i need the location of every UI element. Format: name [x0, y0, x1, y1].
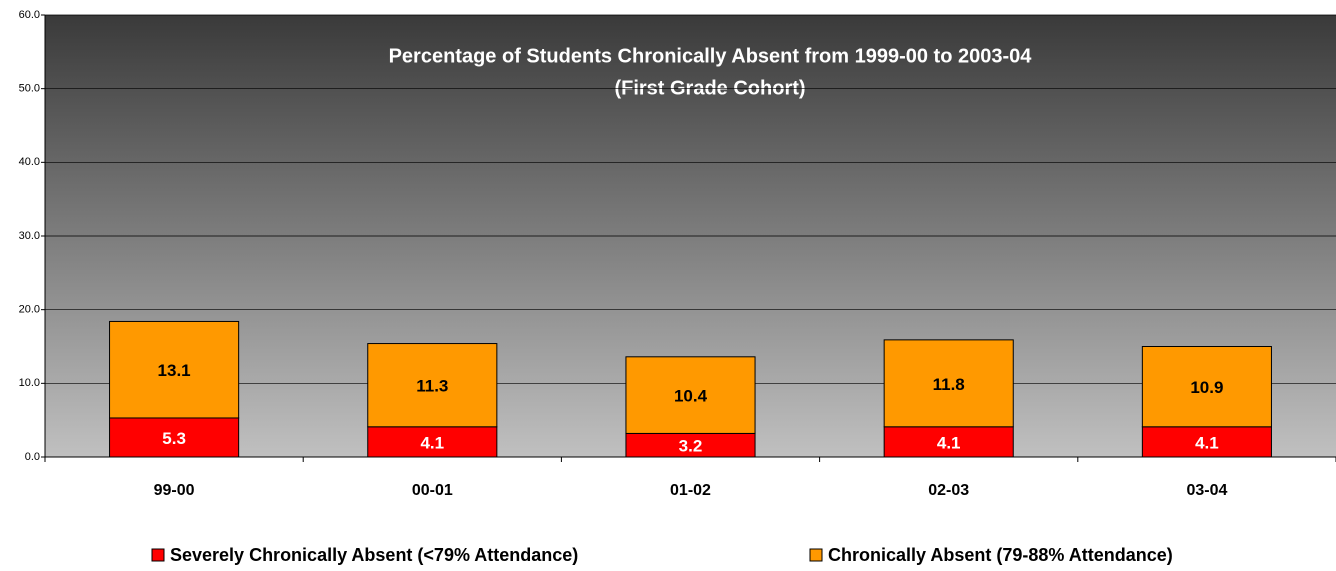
data-label: 5.3 [162, 429, 186, 448]
y-tick-label: 40.0 [19, 156, 40, 168]
x-tick-label: 00-01 [412, 482, 453, 499]
data-label: 11.8 [933, 375, 965, 394]
y-tick-label: 60.0 [19, 9, 40, 21]
data-label: 3.2 [679, 437, 703, 456]
data-label: 4.1 [420, 433, 444, 452]
bar-segment [1141, 346, 1272, 428]
legend-swatch [809, 548, 823, 562]
bar-segment [883, 339, 1014, 428]
legend-swatch [151, 548, 165, 562]
bar-segment [1141, 426, 1272, 458]
y-tick-label: 0.0 [25, 451, 40, 463]
x-tick-label: 03-04 [1186, 482, 1227, 499]
data-label: 4.1 [937, 433, 961, 452]
x-tick-label: 01-02 [670, 482, 711, 499]
y-tick-label: 10.0 [19, 377, 40, 389]
data-label: 10.9 [1190, 378, 1223, 397]
legend-label: Severely Chronically Absent (<79% Attend… [170, 545, 578, 565]
bar-segment [109, 417, 240, 458]
legend-label: Chronically Absent (79-88% Attendance) [828, 545, 1173, 565]
data-label: 10.4 [674, 387, 708, 406]
data-label: 13.1 [158, 361, 191, 380]
bar-segment [109, 320, 240, 419]
data-label: 11.3 [416, 377, 448, 396]
x-tick-label: 99-00 [154, 482, 195, 499]
y-tick-label: 30.0 [19, 230, 40, 242]
x-tick-label: 02-03 [928, 482, 969, 499]
bar-segment [367, 343, 498, 428]
bar-segment [625, 356, 756, 434]
data-label: 4.1 [1195, 433, 1219, 452]
y-tick-label: 20.0 [19, 304, 40, 316]
chart-title: Percentage of Students Chronically Absen… [389, 45, 1033, 67]
y-tick-label: 50.0 [19, 83, 40, 95]
chart-subtitle: (First Grade Cohort) [614, 77, 805, 99]
bar-segment [883, 426, 1014, 458]
